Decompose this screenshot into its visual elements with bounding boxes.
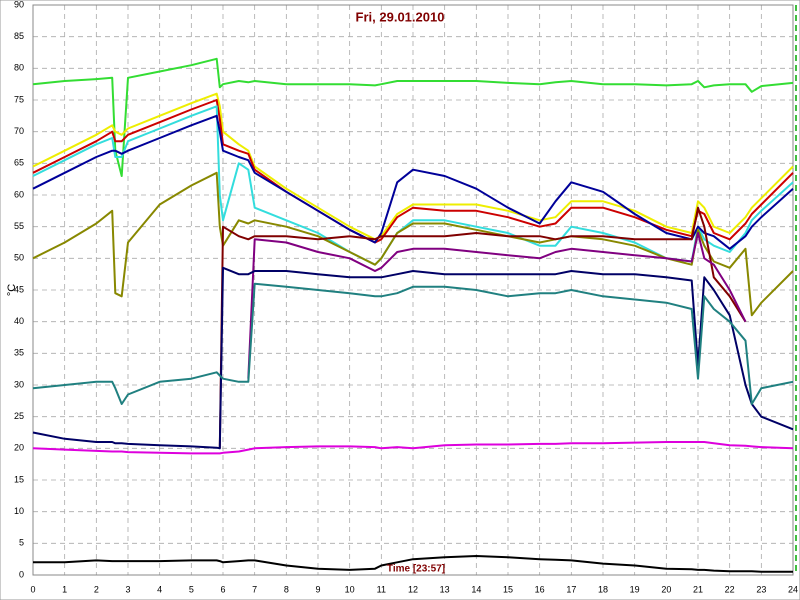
series-line [32,114,794,250]
x-tick-label: 23 [756,584,766,594]
y-tick-label: 20 [14,443,24,453]
y-tick-label: 65 [14,158,24,168]
y-tick-label: 50 [14,253,24,263]
x-tick-label: 12 [408,584,418,594]
y-tick-label: 0 [19,569,24,579]
x-tick-label: 0 [30,584,35,594]
x-tick-label: 10 [345,584,355,594]
y-tick-label: 15 [14,474,24,484]
y-tick-label: 25 [14,411,24,421]
grid [32,4,794,576]
series-line [32,266,794,450]
x-tick-label: 8 [284,584,289,594]
x-tick-label: 20 [661,584,671,594]
x-tick-label: 7 [252,584,257,594]
y-tick-label: 80 [14,63,24,73]
series-line [247,232,747,379]
x-tick-label: 6 [220,584,225,594]
x-tick-label: 16 [535,584,545,594]
lines [32,57,794,573]
y-tick-label: 35 [14,348,24,358]
series-line [218,206,747,449]
y-tick-label: 75 [14,94,24,104]
y-tick-label: 55 [14,221,24,231]
x-tick-label: 2 [94,584,99,594]
x-tick-label: 18 [598,584,608,594]
y-tick-label: 85 [14,31,24,41]
plot-frame [32,4,794,576]
x-tick-label: 22 [725,584,735,594]
y-tick-label: 30 [14,379,24,389]
x-tick-label: 21 [693,584,703,594]
x-tick-label: 3 [125,584,130,594]
series-line [32,441,794,455]
x-tick-label: 14 [471,584,481,594]
x-tick-label: 19 [630,584,640,594]
x-tick-label: 24 [788,584,798,594]
x-tick-label: 15 [503,584,513,594]
series-line [32,171,794,317]
y-tick-label: 45 [14,284,24,294]
y-tick-label: 90 [14,0,24,9]
x-tick-label: 11 [377,584,386,594]
y-tick-label: 60 [14,189,24,199]
series-line [32,57,794,177]
x-tick-label: 5 [189,584,194,594]
x-tick-label: 1 [62,584,67,594]
y-tick-label: 70 [14,126,24,136]
series-line [32,99,794,244]
x-tick-label: 9 [315,584,320,594]
y-tick-label: 40 [14,316,24,326]
x-axis-label: Time [23:57] [387,564,445,575]
x-tick-label: 13 [440,584,450,594]
x-tick-label: 4 [157,584,162,594]
series-line [32,92,794,241]
chart-title: Fri, 29.01.2010 [356,9,445,24]
series-line [33,555,793,573]
y-tick-label: 10 [14,506,24,516]
series-line [32,282,794,405]
x-tick-label: 17 [566,584,576,594]
y-axis-label: °C [6,284,18,296]
y-tick-label: 5 [19,538,24,548]
